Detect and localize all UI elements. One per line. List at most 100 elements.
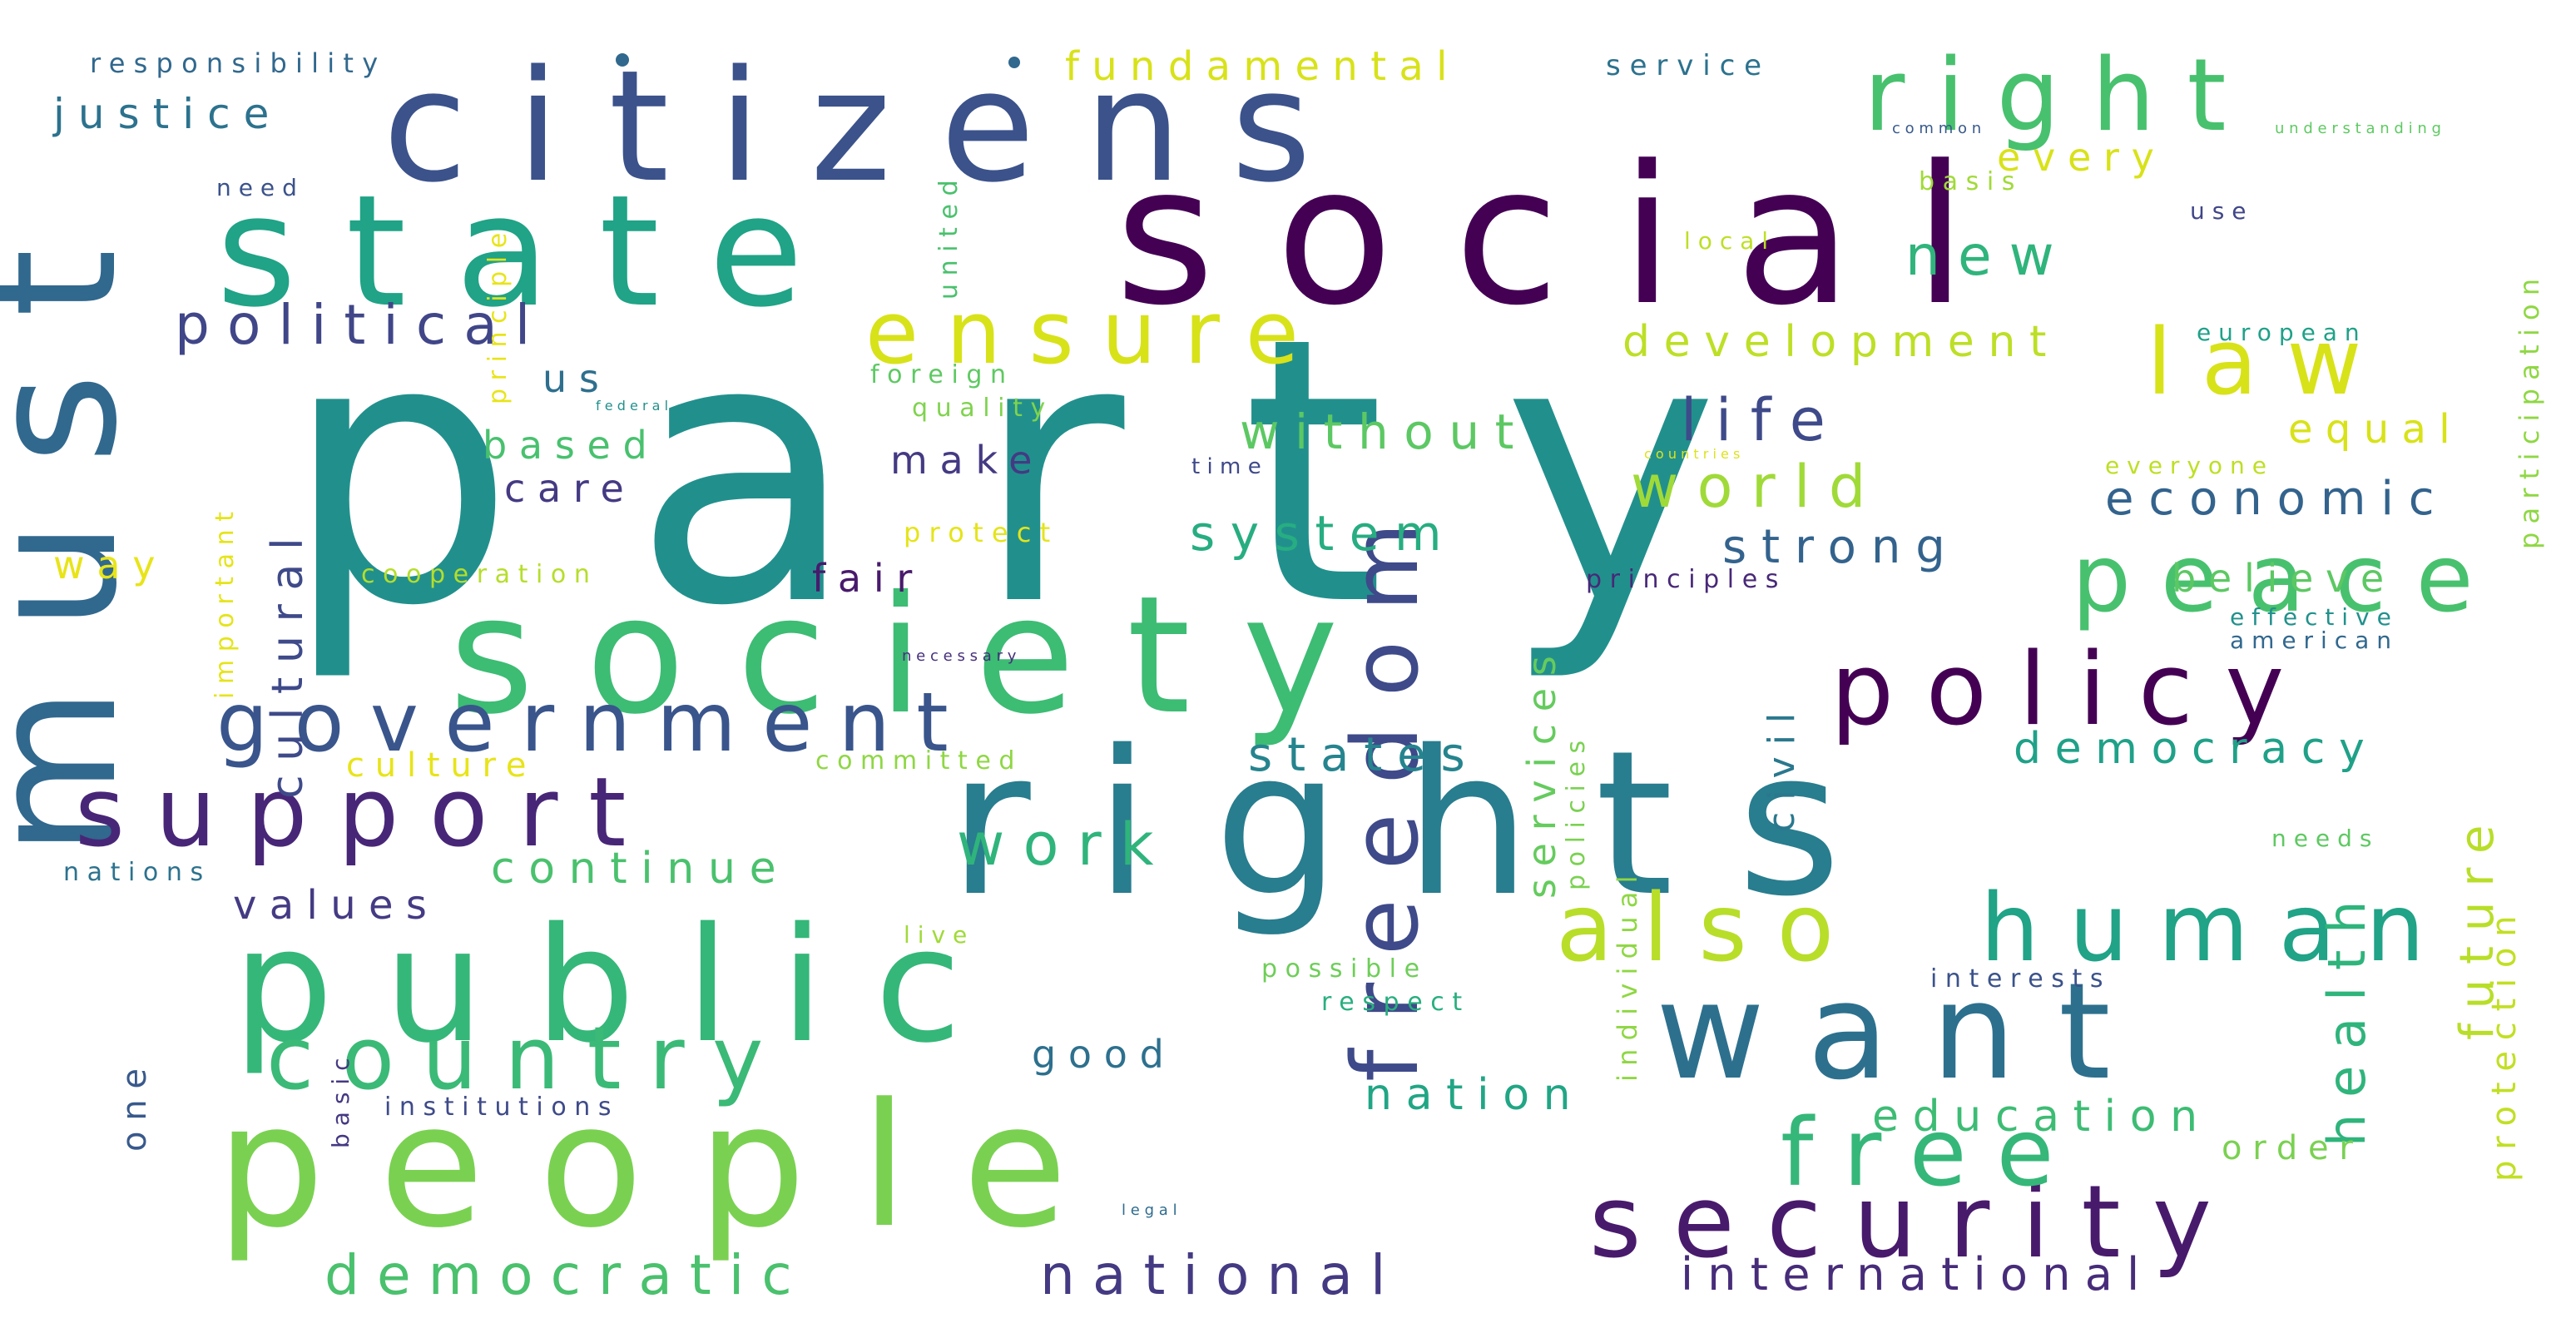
word-federal: federal [596, 398, 673, 414]
word-economic: economic [2105, 472, 2450, 526]
word-principles: principles [1586, 565, 1787, 594]
word-health: health [2316, 884, 2377, 1147]
word-states: states [1248, 728, 1480, 782]
word-way: way [53, 543, 168, 587]
word-free: free [1781, 1099, 2084, 1207]
word-believe: believe [2172, 556, 2396, 601]
word-democratic: democratic [324, 1243, 810, 1307]
word-strong: strong [1722, 520, 1960, 574]
word-ensure: ensure [865, 282, 1327, 384]
word-individual: individual [1612, 867, 1643, 1082]
word-institutions: institutions [384, 1093, 620, 1122]
word-understanding: understanding [2275, 120, 2446, 137]
word-development: development [1622, 317, 2061, 367]
word-human: human [1980, 875, 2455, 983]
word-public: public [233, 894, 1013, 1078]
dot-marker [1008, 57, 1020, 68]
word-order: order [2222, 1129, 2364, 1167]
word-government: government [216, 676, 975, 771]
word-use: use [2190, 197, 2254, 225]
word-policy: policy [1830, 632, 2316, 748]
word-principle: principle [483, 225, 513, 404]
word-continue: continue [491, 844, 790, 894]
word-everyone: everyone [2105, 452, 2274, 479]
word-system: system [1190, 505, 1458, 562]
word-possible: possible [1261, 954, 1428, 984]
word-without: without [1240, 404, 1529, 460]
word-social: social [1115, 126, 2029, 348]
word-foreign: foreign [870, 360, 1014, 389]
word-responsibility: responsibility [90, 47, 387, 79]
word-necessary: necessary [902, 647, 1022, 665]
word-needs: needs [2271, 825, 2380, 852]
word-nation: nation [1365, 1070, 1585, 1120]
word-citizens: citizens [383, 37, 1361, 216]
word-based: based [483, 423, 660, 468]
word-united: united [934, 171, 964, 300]
word-fair: fair [812, 556, 924, 601]
word-legal: legal [1122, 1202, 1182, 1219]
word-one: one [116, 1058, 154, 1152]
word-protect: protect [904, 517, 1059, 548]
word-culture: culture [346, 746, 537, 785]
word-american: american [2230, 627, 2399, 654]
word-law: law [2147, 309, 2391, 415]
word-equal: equal [2288, 406, 2463, 453]
word-policies: policies [1562, 732, 1591, 890]
word-national: national [1040, 1243, 1404, 1307]
word-justice: justice [53, 90, 283, 138]
word-committed: committed [815, 746, 1023, 776]
word-society: society [449, 561, 1390, 750]
word-good: good [1032, 1032, 1177, 1077]
word-us: us [542, 356, 612, 401]
word-live: live [904, 921, 975, 949]
word-people: people [216, 1068, 1122, 1266]
word-effective: effective [2230, 603, 2399, 631]
word-participation: participation [2514, 270, 2545, 549]
word-education: education [1872, 1092, 2212, 1142]
word-life: life [1681, 386, 1845, 454]
word-cultural: cultural [263, 523, 313, 799]
word-values: values [233, 882, 440, 929]
word-fundamental: fundamental [1065, 43, 1460, 90]
word-countries: countries [1644, 446, 1745, 462]
word-basic: basic [327, 1050, 354, 1149]
word-want: want [1656, 954, 2153, 1109]
word-rights: rights [949, 707, 1905, 940]
word-european: european [2197, 319, 2367, 346]
word-state: state [216, 161, 853, 341]
word-support: support [75, 757, 657, 869]
word-important: important [211, 503, 240, 699]
word-world: world [1631, 453, 1885, 521]
word-country: country [266, 1008, 791, 1109]
word-services: services [1519, 643, 1564, 899]
word-party: party [283, 260, 1836, 686]
word-care: care [504, 466, 637, 511]
word-service: service [1606, 49, 1771, 82]
word-international: international [1681, 1248, 2154, 1301]
word-respect: respect [1321, 988, 1470, 1017]
word-civil: civil [1761, 701, 1803, 832]
dot-marker [616, 53, 629, 67]
word-security: security [1589, 1165, 2244, 1281]
word-peace: peace [2072, 525, 2504, 633]
word-common: common [1892, 120, 1986, 137]
word-political: political [175, 293, 548, 357]
word-make: make [890, 438, 1045, 483]
word-cooperation: cooperation [361, 560, 598, 589]
word-work: work [957, 810, 1172, 879]
word-basis: basis [1919, 167, 2024, 196]
word-right: right [1864, 38, 2258, 154]
word-interests: interests [1930, 964, 2112, 994]
word-local: local [1684, 227, 1776, 255]
word-quality: quality [912, 394, 1053, 423]
word-also: also [1556, 875, 1864, 983]
word-new: new [1905, 224, 2072, 288]
word-democracy: democracy [2014, 724, 2379, 774]
word-protection: protection [2485, 904, 2524, 1182]
word-every: every [1997, 135, 2167, 180]
word-need: need [216, 174, 305, 201]
word-nations: nations [63, 858, 211, 887]
word-time: time [1191, 454, 1269, 479]
